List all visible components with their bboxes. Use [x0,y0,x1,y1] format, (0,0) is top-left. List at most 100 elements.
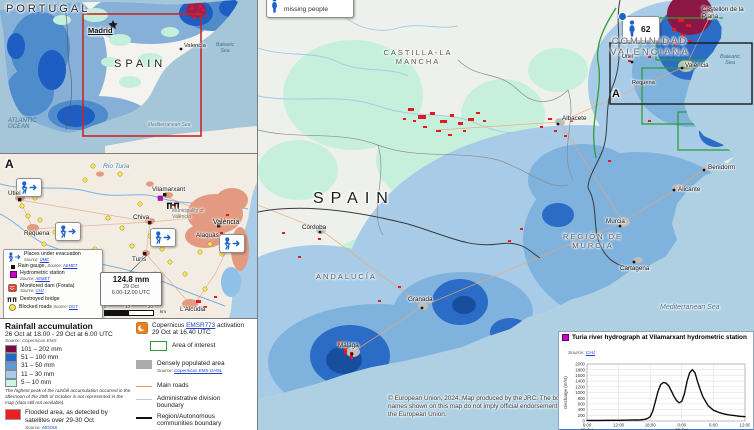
copyright-notice: © European Union, 2024. Map produced by … [388,395,608,419]
class-swatch [5,378,17,388]
evacuation-legend-icon [7,252,22,262]
label-cordoba: Córdoba [302,224,327,231]
label-rio-turia: Río Turia [103,163,130,170]
label-valencia-main: València [685,62,709,69]
densely-populated-label: Densely populated area [157,359,225,367]
main-map-panel: missing people 62 CASTILLA-LA MANCHA SPAI… [258,0,754,430]
svg-text:1600: 1600 [575,373,585,378]
activation-date: 29 Oct at 16.40 UTC [152,329,211,337]
missing-count: 62 [641,23,651,34]
overview-label-portugal: PORTUGAL [6,3,91,15]
hydrograph-source-link[interactable]: CHJ [585,351,596,356]
svg-text:800: 800 [578,396,586,401]
evacuation-badge [219,234,245,253]
rainfall-legend-panel: Rainfall accumulation 26 Oct at 18.00 - … [0,319,258,430]
legend-hydro-source-link[interactable]: AEMET [35,275,50,281]
evacuation-badge [150,228,176,247]
label-valencia-city: València [213,219,240,226]
overview-extent-rectangle [82,13,202,137]
label-castilla-la-mancha: CASTILLA-LA MANCHA [383,48,453,67]
class-swatch [5,370,17,379]
flooded-source-link[interactable]: MODIS [42,425,58,430]
blocked-road-dots [19,163,225,292]
svg-text:1200: 1200 [575,384,585,389]
main-rivers [258,9,559,141]
class-swatch [5,353,17,362]
label-municipality-valencia: Municipality of València [172,208,204,220]
svg-text:2000: 2000 [575,362,585,367]
inset-flood-marks [172,204,229,308]
label-castellon: Castellón de la Plana [702,6,744,21]
main-roads-label: Main roads [157,382,189,390]
svg-text:18:00: 18:00 [645,423,657,428]
callout-date: 29 Oct [123,284,139,290]
overview-label-spain: SPAIN [114,58,167,70]
svg-text:30 Oct: 30 Oct [675,427,689,430]
rainfall-maroon-patch [667,0,713,35]
hydrometric-station-marker [157,195,163,201]
label-alcudia: L'Alcúdia [180,306,206,313]
blocked-roads-legend-icon [9,304,16,312]
label-chiva: Chiva [133,214,150,221]
svg-text:0:00: 0:00 [678,423,687,428]
rain-gauge-legend-icon [11,265,15,270]
svg-text:200: 200 [578,413,586,418]
svg-text:6:00: 6:00 [709,423,718,428]
missing-people-badge-62: 62 [622,16,660,41]
missing-people-label: missing people [284,5,328,13]
legend-roads-source-link[interactable]: DGT [68,303,78,309]
overview-map-graphic [0,0,257,153]
flood-marks [282,18,713,359]
emsr773-link[interactable]: EMSR773 [186,322,216,329]
evacuation-badge [16,178,42,197]
hydrometric-title-icon [562,334,569,341]
label-region-de-murcia: REGIÓN DE MURCIA [562,232,624,251]
legend-evacuation-source-link[interactable]: UME [39,256,49,262]
legend-note: The highest peak of the rainfall accumul… [5,387,131,406]
label-requena: Requena [24,230,50,237]
label-granada: Granada [408,296,433,303]
label-albacete: Albacete [562,115,587,122]
overview-label-balearic: Balearic Sea [216,42,235,54]
legend-dam-source-link[interactable]: CHJ [35,288,44,294]
label-spain: SPAIN [313,190,395,207]
valencia-dot-marker [179,47,183,51]
legend-rain-gauge-label: Rain gauge, [18,263,48,270]
region-boundaries [258,0,651,269]
rainfall-callout: 124.8 mm 29 Oct 6.00-12.00 UTC [100,272,162,306]
person-icon [627,20,637,37]
legend-rain-gauge-source-link[interactable]: AEMET [62,263,78,269]
legend-title: Rainfall accumulation [5,321,93,331]
evacuation-icon [153,231,173,244]
inset-a-panel: A Río Turia Utiel Requena Chiva Turís Vi… [0,154,258,319]
class-swatch [5,344,17,354]
madrid-star-marker [108,20,118,29]
svg-text:6:00: 6:00 [583,423,592,428]
admin-boundaries [258,59,574,236]
region-boundary-swatch [136,416,152,419]
missing-people-badge-top: missing people [266,0,354,18]
densely-populated-swatch [136,359,152,369]
class-swatch [5,361,17,371]
legend-source: Source: Copernicus EMS [5,338,57,343]
label-utiel-main: Utiel [622,54,634,60]
evacuation-badge [55,222,81,241]
label-vilamarxant: Vilamarxant [152,186,186,193]
label-cartagena: Cartagena [620,265,650,272]
main-inset-letter: A [612,88,620,100]
label-balearic-sea: Balearic Sea [720,54,741,66]
overview-flood-dots [190,4,208,20]
class-label: 101 – 202 mm [21,345,62,353]
densely-source-link[interactable]: Copernicus EMS GHSL [174,368,223,374]
evacuation-icon [58,225,78,238]
dam-legend-icon [8,284,17,292]
admin-boundary-swatch [136,398,152,400]
svg-text:600: 600 [578,402,586,407]
legend-hydro-label: Hydrometric station [20,270,65,277]
label-alaquas: Alaquàs [196,232,219,239]
main-roads-swatch [136,385,152,387]
admin-boundary-label: Administrative division [157,394,221,402]
overview-label-valencia: Valencia [184,43,206,49]
bridge-legend-icon [7,296,17,303]
